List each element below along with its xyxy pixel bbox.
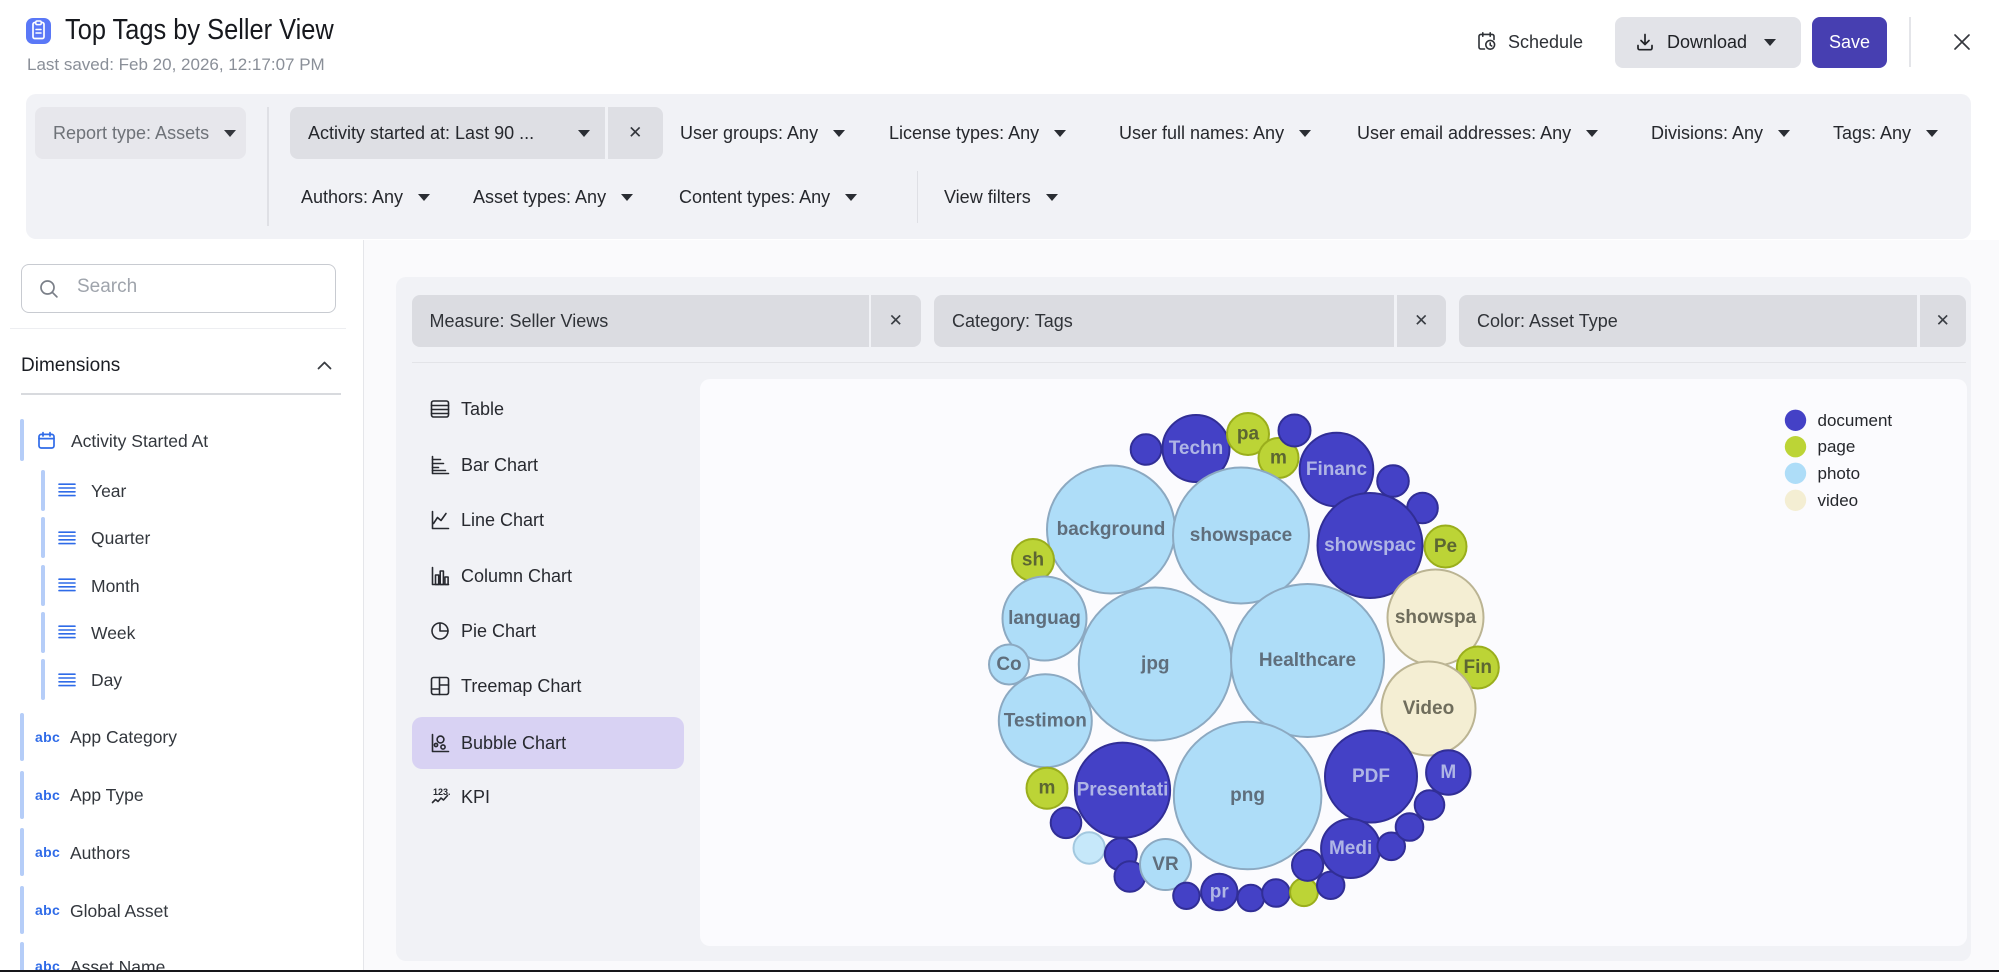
svg-text:PDF: PDF: [1352, 766, 1390, 787]
svg-text:png: png: [1230, 785, 1265, 806]
svg-text:Techn: Techn: [1169, 438, 1224, 459]
svg-text:background: background: [1057, 519, 1166, 540]
svg-text:pa: pa: [1237, 423, 1260, 444]
svg-text:m: m: [1270, 447, 1287, 468]
svg-text:languag: languag: [1008, 608, 1081, 629]
svg-text:Co: Co: [996, 654, 1021, 675]
svg-text:pr: pr: [1210, 881, 1230, 902]
svg-text:showspa: showspa: [1395, 607, 1477, 628]
svg-text:Presentati: Presentati: [1077, 779, 1169, 800]
svg-text:Financ: Financ: [1306, 459, 1368, 480]
svg-text:document: document: [1818, 410, 1893, 429]
svg-text:Pe: Pe: [1434, 536, 1457, 557]
svg-text:Testimon: Testimon: [1004, 710, 1087, 731]
svg-text:Healthcare: Healthcare: [1259, 650, 1356, 671]
svg-text:VR: VR: [1152, 854, 1179, 875]
svg-text:Medi: Medi: [1329, 838, 1372, 859]
svg-text:showspac: showspac: [1324, 535, 1416, 556]
svg-text:Fin: Fin: [1464, 657, 1493, 678]
svg-text:M: M: [1440, 762, 1456, 783]
svg-text:photo: photo: [1818, 463, 1861, 482]
svg-text:sh: sh: [1022, 549, 1044, 570]
svg-text:123.: 123.: [433, 787, 450, 797]
svg-text:m: m: [1039, 777, 1056, 798]
svg-text:page: page: [1818, 437, 1856, 456]
svg-text:showspace: showspace: [1190, 525, 1292, 546]
svg-text:jpg: jpg: [1140, 653, 1170, 674]
svg-text:video: video: [1818, 490, 1859, 509]
svg-text:Video: Video: [1403, 698, 1454, 719]
